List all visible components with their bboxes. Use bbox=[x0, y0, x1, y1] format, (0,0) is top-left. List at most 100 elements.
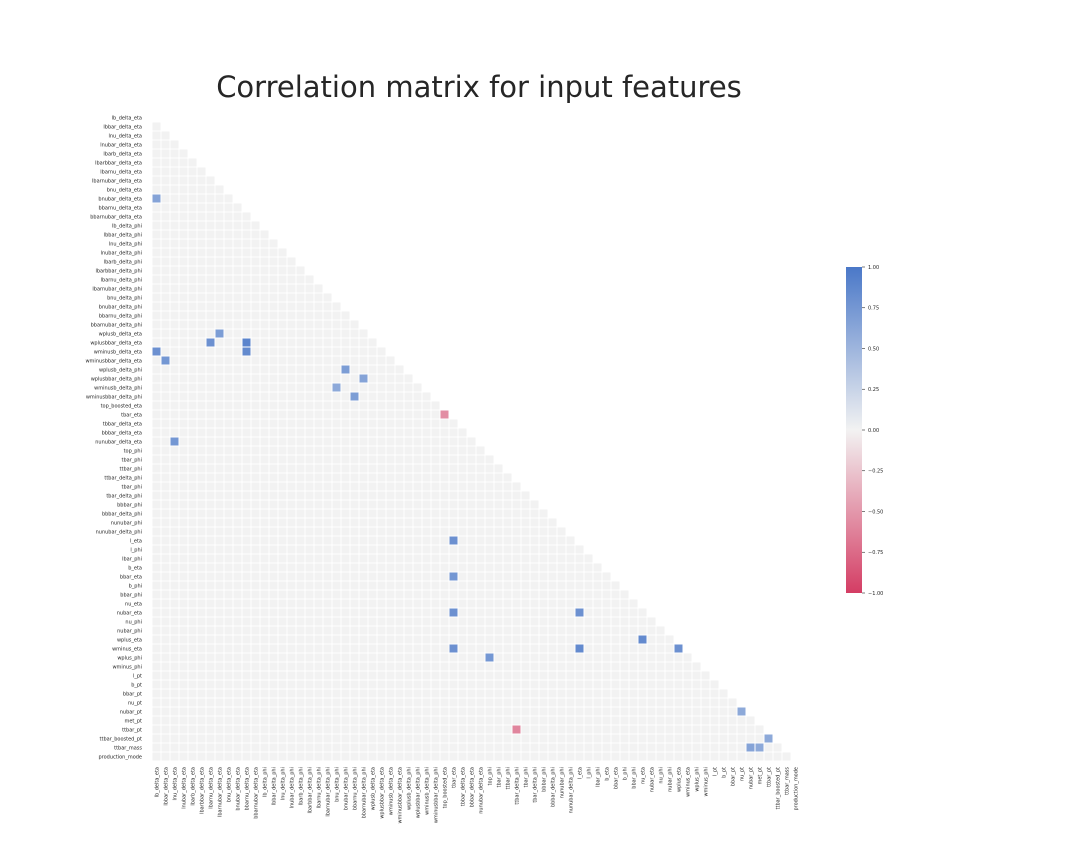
heatmap-cell bbox=[331, 436, 342, 447]
heatmap-cell bbox=[385, 553, 396, 564]
heatmap-cell bbox=[151, 175, 162, 186]
heatmap-cell bbox=[250, 382, 261, 393]
heatmap-cell bbox=[394, 373, 405, 384]
heatmap-cell bbox=[421, 499, 432, 510]
heatmap-cell bbox=[430, 589, 441, 600]
heatmap-cell bbox=[493, 679, 504, 690]
heatmap-cell bbox=[187, 346, 198, 357]
heatmap-cell bbox=[250, 607, 261, 618]
heatmap-cell bbox=[340, 724, 351, 735]
heatmap-cell bbox=[169, 463, 180, 474]
heatmap-cell bbox=[520, 652, 531, 663]
heatmap-cell bbox=[196, 274, 207, 285]
heatmap-cell bbox=[358, 589, 369, 600]
heatmap-cell bbox=[403, 544, 414, 555]
heatmap-cell bbox=[160, 580, 171, 591]
y-tick-label: lnubar_delta_eta bbox=[100, 142, 142, 148]
heatmap-cell bbox=[187, 544, 198, 555]
heatmap-cell bbox=[565, 625, 576, 636]
heatmap-cell bbox=[187, 220, 198, 231]
heatmap-cell bbox=[394, 589, 405, 600]
heatmap-cell bbox=[313, 751, 324, 762]
heatmap-cell bbox=[439, 733, 450, 744]
heatmap-cell bbox=[223, 652, 234, 663]
heatmap-cell bbox=[673, 670, 684, 681]
heatmap-cell bbox=[565, 679, 576, 690]
heatmap-cell bbox=[277, 724, 288, 735]
heatmap-cell bbox=[196, 625, 207, 636]
heatmap-cell bbox=[187, 499, 198, 510]
heatmap-cell bbox=[304, 364, 315, 375]
heatmap-cell bbox=[322, 382, 333, 393]
colorbar-tick-label: −0.75 bbox=[868, 550, 883, 556]
heatmap-cell bbox=[268, 418, 279, 429]
heatmap-cell bbox=[367, 652, 378, 663]
heatmap-cell bbox=[376, 724, 387, 735]
y-tick-label: wplus_phi bbox=[117, 655, 142, 661]
heatmap-cell bbox=[592, 562, 603, 573]
heatmap-cell bbox=[169, 607, 180, 618]
heatmap-cell bbox=[196, 634, 207, 645]
heatmap-cell bbox=[223, 571, 234, 582]
heatmap-cell bbox=[322, 364, 333, 375]
heatmap-cell bbox=[457, 589, 468, 600]
heatmap-cell bbox=[232, 661, 243, 672]
heatmap-cell bbox=[313, 301, 324, 312]
heatmap-cell bbox=[538, 742, 549, 753]
heatmap-cell bbox=[223, 427, 234, 438]
heatmap-cell bbox=[295, 400, 306, 411]
heatmap-cell bbox=[367, 589, 378, 600]
heatmap-cell bbox=[286, 715, 297, 726]
heatmap-cell bbox=[367, 562, 378, 573]
x-tick-label: lbbar_delta_phi bbox=[271, 767, 277, 805]
heatmap-cell bbox=[277, 499, 288, 510]
heatmap-cell bbox=[196, 706, 207, 717]
heatmap-cell bbox=[205, 265, 216, 276]
heatmap-cell bbox=[493, 526, 504, 537]
heatmap-cell bbox=[205, 418, 216, 429]
heatmap-cell bbox=[502, 517, 513, 528]
heatmap-cell bbox=[529, 526, 540, 537]
heatmap-cell bbox=[745, 733, 756, 744]
x-tick-label: bbbar_delta_phi bbox=[550, 767, 556, 807]
heatmap-cell bbox=[475, 589, 486, 600]
heatmap-cell bbox=[529, 643, 540, 654]
heatmap-cell bbox=[457, 697, 468, 708]
heatmap-cell bbox=[583, 751, 594, 762]
heatmap-cell bbox=[538, 643, 549, 654]
heatmap-cell bbox=[340, 481, 351, 492]
heatmap-cell bbox=[295, 697, 306, 708]
heatmap-cell bbox=[223, 229, 234, 240]
heatmap-cell bbox=[196, 193, 207, 204]
heatmap-cell bbox=[223, 580, 234, 591]
heatmap-cell bbox=[664, 679, 675, 690]
heatmap-cell bbox=[385, 445, 396, 456]
heatmap-cell bbox=[421, 616, 432, 627]
heatmap-cell bbox=[412, 742, 423, 753]
heatmap-cell bbox=[313, 715, 324, 726]
heatmap-cell bbox=[277, 607, 288, 618]
heatmap-cell bbox=[430, 409, 441, 420]
heatmap-cell bbox=[349, 751, 360, 762]
heatmap-cell bbox=[322, 526, 333, 537]
x-tick-label: wplusb_delta_phi bbox=[406, 767, 412, 810]
heatmap-cell bbox=[727, 724, 738, 735]
heatmap-cell bbox=[421, 661, 432, 672]
heatmap-cell bbox=[358, 382, 369, 393]
heatmap-cell bbox=[421, 490, 432, 501]
heatmap-cell bbox=[313, 409, 324, 420]
heatmap-cell bbox=[232, 238, 243, 249]
heatmap-cell bbox=[430, 598, 441, 609]
heatmap-cell bbox=[286, 634, 297, 645]
heatmap-cell bbox=[547, 562, 558, 573]
heatmap-cell bbox=[205, 391, 216, 402]
heatmap-cell bbox=[232, 427, 243, 438]
heatmap-cell bbox=[709, 751, 720, 762]
heatmap-cell bbox=[403, 481, 414, 492]
heatmap-cell bbox=[475, 715, 486, 726]
heatmap-cell bbox=[349, 328, 360, 339]
heatmap-cell bbox=[178, 517, 189, 528]
heatmap-cell bbox=[196, 256, 207, 267]
heatmap-cell bbox=[421, 724, 432, 735]
heatmap-cell bbox=[196, 328, 207, 339]
